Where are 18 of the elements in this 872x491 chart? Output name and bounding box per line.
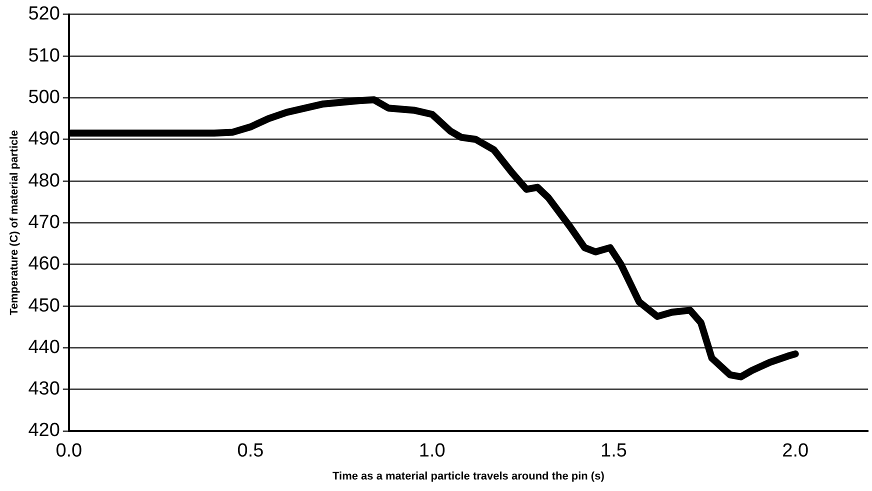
y-tick-label: 420 <box>28 420 60 442</box>
y-tick-label: 480 <box>28 170 60 192</box>
x-tick-label: 0.5 <box>237 440 264 462</box>
x-axis-title: Time as a material particle travels around the pin (s) <box>332 470 605 482</box>
x-tick-label: 1.5 <box>600 440 627 462</box>
y-axis-title: Temperature (C) of material particle <box>8 130 21 316</box>
y-tick-label: 430 <box>28 378 60 400</box>
y-tick-label: 450 <box>28 295 60 316</box>
x-tick-label: 2.0 <box>782 440 809 462</box>
y-tick-label: 510 <box>28 45 60 66</box>
x-tick-label: 1.0 <box>418 440 446 462</box>
y-tick-label: 520 <box>28 4 60 25</box>
x-tick-label: 0.0 <box>56 440 82 462</box>
y-tick-label: 470 <box>28 212 60 233</box>
y-tick-label: 440 <box>28 336 60 358</box>
y-tick-label: 490 <box>28 128 60 150</box>
y-tick-label: 500 <box>28 86 60 108</box>
y-tick-label: 460 <box>28 254 60 275</box>
